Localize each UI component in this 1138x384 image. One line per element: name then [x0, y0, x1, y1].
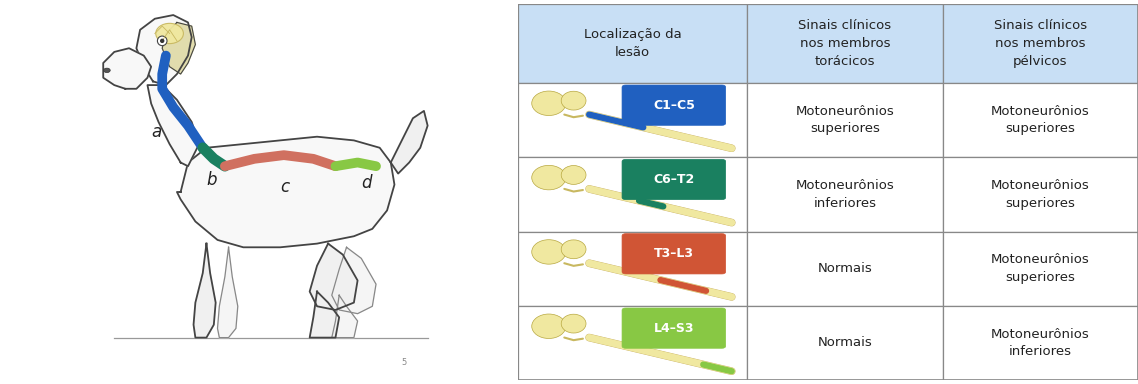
Text: C6–T2: C6–T2	[653, 173, 694, 186]
Text: c: c	[280, 178, 289, 196]
Bar	[518, 83, 748, 157]
Bar	[748, 83, 942, 157]
Ellipse shape	[531, 240, 566, 264]
Polygon shape	[217, 247, 238, 338]
Text: 5: 5	[402, 358, 407, 367]
Polygon shape	[163, 22, 196, 74]
Text: Motoneurônios
superiores: Motoneurônios superiores	[991, 179, 1090, 210]
Polygon shape	[332, 247, 376, 314]
Bar	[748, 157, 942, 232]
Text: Motoneurônios
inferiores: Motoneurônios inferiores	[991, 328, 1090, 358]
Bar	[518, 306, 748, 380]
Bar	[942, 83, 1138, 157]
Polygon shape	[310, 243, 357, 310]
Text: T3–L3: T3–L3	[654, 247, 694, 260]
Text: a: a	[151, 123, 162, 141]
Text: C1–C5: C1–C5	[653, 99, 695, 112]
FancyBboxPatch shape	[622, 85, 726, 125]
FancyBboxPatch shape	[622, 234, 726, 274]
Bar	[518, 232, 748, 306]
Ellipse shape	[561, 314, 586, 333]
Text: Motoneurônios
inferiores: Motoneurônios inferiores	[795, 179, 894, 210]
Polygon shape	[137, 15, 191, 85]
Text: b: b	[206, 170, 217, 189]
Bar	[748, 232, 942, 306]
Bar	[518, 4, 748, 83]
Ellipse shape	[531, 91, 566, 116]
Polygon shape	[148, 85, 199, 166]
Bar	[942, 232, 1138, 306]
Text: Motoneurônios
superiores: Motoneurônios superiores	[991, 105, 1090, 135]
Polygon shape	[176, 137, 395, 247]
Text: d: d	[361, 174, 372, 192]
Bar	[748, 4, 942, 83]
Text: Normais: Normais	[817, 262, 873, 275]
Bar	[942, 306, 1138, 380]
Polygon shape	[332, 295, 357, 338]
Text: Localização da
lesão: Localização da lesão	[584, 28, 682, 59]
Text: Sinais clínicos
nos membros
torácicos: Sinais clínicos nos membros torácicos	[799, 19, 891, 68]
Text: L4–S3: L4–S3	[653, 322, 694, 334]
Polygon shape	[193, 243, 216, 338]
Polygon shape	[390, 111, 428, 174]
Circle shape	[157, 36, 167, 46]
Ellipse shape	[561, 91, 586, 110]
Polygon shape	[104, 48, 151, 89]
Bar	[942, 4, 1138, 83]
FancyBboxPatch shape	[622, 159, 726, 200]
FancyBboxPatch shape	[622, 308, 726, 348]
Text: Normais: Normais	[817, 336, 873, 349]
Bar	[518, 157, 748, 232]
Polygon shape	[310, 291, 339, 338]
Ellipse shape	[156, 23, 183, 44]
Ellipse shape	[561, 240, 586, 259]
Circle shape	[160, 39, 164, 43]
Text: Motoneurônios
superiores: Motoneurônios superiores	[795, 105, 894, 135]
Text: Motoneurônios
superiores: Motoneurônios superiores	[991, 253, 1090, 284]
Ellipse shape	[531, 166, 566, 190]
Bar	[748, 306, 942, 380]
Ellipse shape	[104, 68, 110, 73]
Bar	[942, 157, 1138, 232]
Ellipse shape	[561, 166, 586, 184]
Ellipse shape	[531, 314, 566, 338]
Text: Sinais clínicos
nos membros
pélvicos: Sinais clínicos nos membros pélvicos	[993, 19, 1087, 68]
